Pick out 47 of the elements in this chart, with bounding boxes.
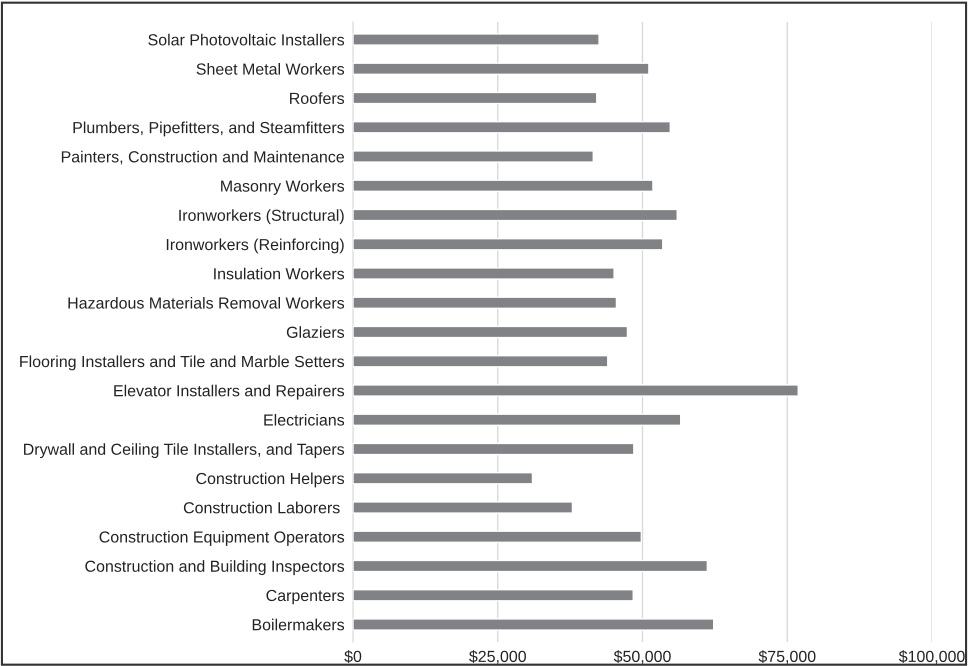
bar xyxy=(353,442,635,456)
bar xyxy=(353,33,600,46)
bar xyxy=(353,296,618,310)
y-tick-label: Roofers xyxy=(290,92,344,104)
bar xyxy=(353,618,714,631)
bar xyxy=(353,472,534,484)
bar xyxy=(353,150,594,163)
y-tick-label: Boilermakers xyxy=(252,618,344,630)
bar xyxy=(353,384,799,397)
y-tick-label: Hazardous Materials Removal Workers xyxy=(68,296,344,309)
y-tick-label: Elevator Installers and Repairers xyxy=(114,384,344,400)
bar xyxy=(353,530,642,543)
x-tick-label: $0 xyxy=(344,650,362,664)
y-tick-label: Carpenters xyxy=(266,590,344,604)
bar xyxy=(353,588,634,602)
y-tick-label: Solar Photovoltaic Installers xyxy=(148,34,344,46)
bar xyxy=(353,92,598,104)
y-tick-label: Ironworkers (Structural) xyxy=(179,209,344,224)
x-tick-label: $50,000 xyxy=(614,650,671,664)
y-tick-label: Sheet Metal Workers xyxy=(196,63,344,75)
y-tick-label: Drywall and Ceiling Tile Installers, and Tapers xyxy=(24,443,344,458)
y-tick-label: Masonry Workers xyxy=(221,180,344,195)
x-tick-label: $75,000 xyxy=(758,650,816,664)
y-tick-label: Insulation Workers xyxy=(214,268,344,280)
y-tick-label: Flooring Installers and Tile and Marble Setters xyxy=(20,355,344,370)
y-tick-label: Construction Helpers xyxy=(196,472,344,488)
x-tick-label: $100,000 xyxy=(898,650,965,664)
bar xyxy=(353,121,671,134)
bar xyxy=(353,326,628,338)
bar xyxy=(353,267,615,280)
bar xyxy=(353,238,664,251)
y-tick-label: Construction Laborers xyxy=(184,502,340,514)
y-tick-label: Construction Equipment Operators xyxy=(100,530,344,546)
x-tick-label: $25,000 xyxy=(469,650,526,664)
y-tick-label: Plumbers, Pipefitters, and Steamfitters xyxy=(73,121,344,136)
y-tick-label: Glaziers xyxy=(286,326,344,338)
bar xyxy=(353,354,608,368)
y-tick-label: Ironworkers (Reinforcing) xyxy=(166,238,344,254)
y-tick-label: Painters, Construction and Maintenance xyxy=(62,150,344,164)
y-tick-label: Construction and Building Inspectors xyxy=(85,560,344,576)
bar xyxy=(353,62,650,76)
bar xyxy=(353,180,654,192)
bar xyxy=(353,413,682,426)
bar xyxy=(353,208,678,222)
bar xyxy=(353,560,708,572)
y-tick-label: Electricians xyxy=(264,414,344,426)
bar xyxy=(353,501,574,514)
